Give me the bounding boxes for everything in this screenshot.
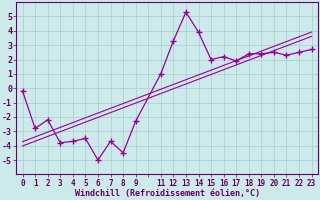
X-axis label: Windchill (Refroidissement éolien,°C): Windchill (Refroidissement éolien,°C): [75, 189, 260, 198]
